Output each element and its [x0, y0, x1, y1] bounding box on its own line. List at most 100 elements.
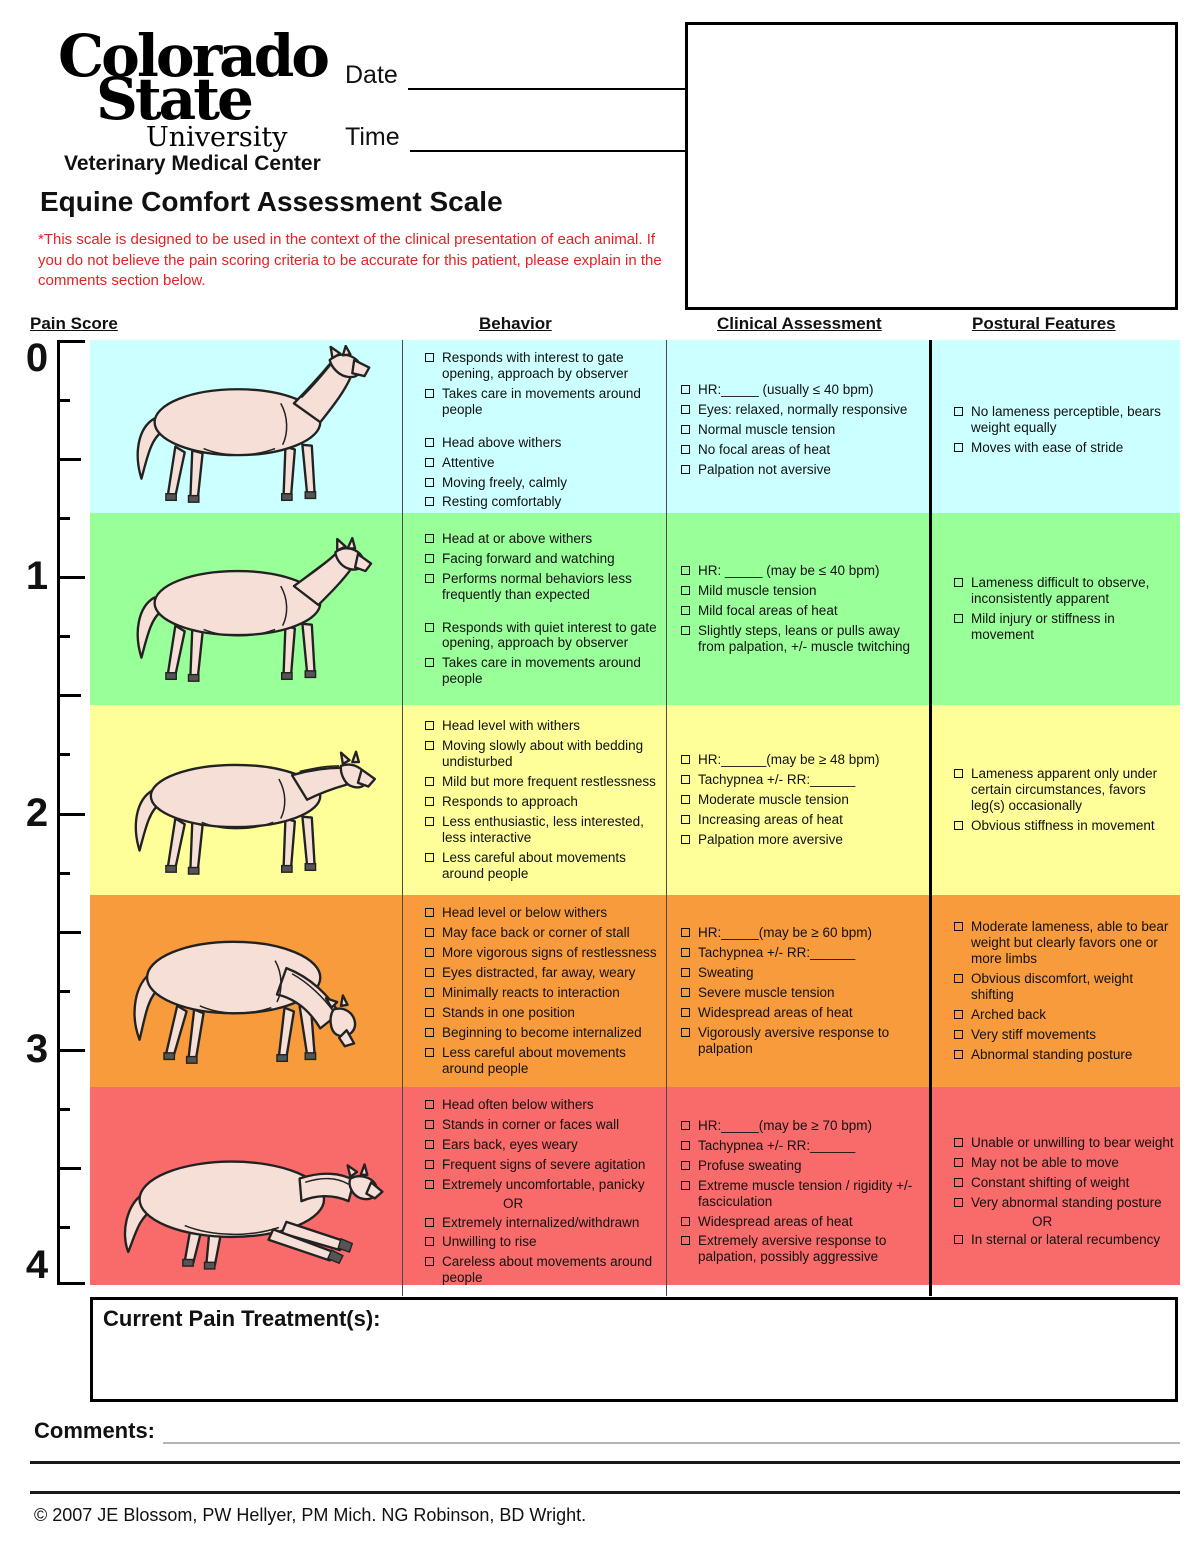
- checkbox-icon[interactable]: [425, 988, 434, 998]
- checklist-item[interactable]: Tachypnea +/- RR:______: [681, 945, 927, 961]
- checklist-item[interactable]: In sternal or lateral recumbency: [954, 1232, 1176, 1248]
- checkbox-icon[interactable]: [425, 816, 434, 826]
- checkbox-icon[interactable]: [425, 1257, 434, 1267]
- checklist-item[interactable]: Responds to approach: [425, 794, 662, 810]
- checklist-item[interactable]: Constant shifting of weight: [954, 1175, 1176, 1191]
- checklist-item[interactable]: Responds with interest to gate opening, …: [425, 350, 662, 382]
- checklist-item[interactable]: Very abnormal standing posture: [954, 1195, 1176, 1211]
- checklist-item[interactable]: Unable or unwilling to bear weight: [954, 1135, 1176, 1151]
- checklist-item[interactable]: Lameness difficult to observe, inconsist…: [954, 575, 1176, 607]
- checklist-item[interactable]: Moderate lameness, able to bear weight b…: [954, 919, 1176, 967]
- checklist-item[interactable]: Careless about movements around people: [425, 1254, 662, 1286]
- checkbox-icon[interactable]: [425, 1119, 434, 1129]
- checkbox-icon[interactable]: [954, 1137, 963, 1147]
- checkbox-icon[interactable]: [681, 928, 690, 938]
- checklist-item[interactable]: HR:______(may be ≥ 48 bpm): [681, 752, 927, 768]
- time-input-line[interactable]: [409, 122, 710, 152]
- current-pain-treatments-box[interactable]: Current Pain Treatment(s):: [90, 1297, 1178, 1402]
- checklist-item[interactable]: Obvious stiffness in movement: [954, 818, 1176, 834]
- checkbox-icon[interactable]: [425, 721, 434, 731]
- checklist-item[interactable]: Less enthusiastic, less interested, less…: [425, 814, 662, 846]
- checkbox-icon[interactable]: [954, 1029, 963, 1039]
- checkbox-icon[interactable]: [425, 477, 434, 487]
- checklist-item[interactable]: Unwilling to rise: [425, 1234, 662, 1250]
- checklist-item[interactable]: Attentive: [425, 455, 662, 471]
- checklist-item[interactable]: Arched back: [954, 1007, 1176, 1023]
- checklist-item[interactable]: Palpation more aversive: [681, 832, 927, 848]
- checklist-item[interactable]: Extremely internalized/withdrawn: [425, 1215, 662, 1231]
- checkbox-icon[interactable]: [425, 1007, 434, 1017]
- checkbox-icon[interactable]: [425, 928, 434, 938]
- checklist-item[interactable]: HR:_____ (usually ≤ 40 bpm): [681, 382, 927, 398]
- checkbox-icon[interactable]: [425, 457, 434, 467]
- checklist-item[interactable]: Increasing areas of heat: [681, 812, 927, 828]
- checkbox-icon[interactable]: [681, 385, 690, 395]
- checklist-item[interactable]: Very stiff movements: [954, 1027, 1176, 1043]
- checklist-item[interactable]: Extreme muscle tension / rigidity +/- fa…: [681, 1178, 927, 1210]
- checkbox-icon[interactable]: [425, 1047, 434, 1057]
- checklist-item[interactable]: Vigorously aversive response to palpatio…: [681, 1025, 927, 1057]
- checklist-item[interactable]: Minimally reacts to interaction: [425, 985, 662, 1001]
- checkbox-icon[interactable]: [425, 1027, 434, 1037]
- checkbox-icon[interactable]: [954, 1177, 963, 1187]
- checkbox-icon[interactable]: [681, 1236, 690, 1246]
- checkbox-icon[interactable]: [681, 795, 690, 805]
- checklist-item[interactable]: Sweating: [681, 965, 927, 981]
- checkbox-icon[interactable]: [425, 908, 434, 918]
- checkbox-icon[interactable]: [681, 1140, 690, 1150]
- checklist-item[interactable]: Head level or below withers: [425, 905, 662, 921]
- checklist-item[interactable]: Stands in corner or faces wall: [425, 1117, 662, 1133]
- checkbox-icon[interactable]: [425, 797, 434, 807]
- checkbox-icon[interactable]: [425, 437, 434, 447]
- checkbox-icon[interactable]: [954, 769, 963, 779]
- checkbox-icon[interactable]: [425, 533, 434, 543]
- checkbox-icon[interactable]: [681, 755, 690, 765]
- checkbox-icon[interactable]: [425, 553, 434, 563]
- comments-input-line[interactable]: [163, 1418, 1180, 1444]
- checklist-item[interactable]: More vigorous signs of restlessness: [425, 945, 662, 961]
- checkbox-icon[interactable]: [954, 1235, 963, 1245]
- checkbox-icon[interactable]: [681, 445, 690, 455]
- checkbox-icon[interactable]: [425, 658, 434, 668]
- date-input-line[interactable]: [407, 60, 708, 90]
- checkbox-icon[interactable]: [425, 622, 434, 632]
- checkbox-icon[interactable]: [681, 834, 690, 844]
- checklist-item[interactable]: May not be able to move: [954, 1155, 1176, 1171]
- checkbox-icon[interactable]: [681, 425, 690, 435]
- checkbox-icon[interactable]: [681, 968, 690, 978]
- checkbox-icon[interactable]: [425, 1237, 434, 1247]
- checklist-item[interactable]: Less careful about movements around peop…: [425, 1045, 662, 1077]
- checkbox-icon[interactable]: [954, 1049, 963, 1059]
- checklist-item[interactable]: Lameness apparent only under certain cir…: [954, 766, 1176, 814]
- checklist-item[interactable]: Extremely uncomfortable, panicky: [425, 1177, 662, 1193]
- checkbox-icon[interactable]: [954, 922, 963, 932]
- checklist-item[interactable]: Eyes distracted, far away, weary: [425, 965, 662, 981]
- checkbox-icon[interactable]: [681, 948, 690, 958]
- checklist-item[interactable]: Widespread areas of heat: [681, 1214, 927, 1230]
- checklist-item[interactable]: Mild muscle tension: [681, 583, 927, 599]
- checkbox-icon[interactable]: [681, 1027, 690, 1037]
- checkbox-icon[interactable]: [681, 625, 690, 635]
- checkbox-icon[interactable]: [425, 1217, 434, 1227]
- checkbox-icon[interactable]: [954, 1197, 963, 1207]
- checklist-item[interactable]: Less careful about movements around peop…: [425, 850, 662, 882]
- checklist-item[interactable]: Mild focal areas of heat: [681, 603, 927, 619]
- comments-line-3[interactable]: [30, 1491, 1180, 1494]
- checkbox-icon[interactable]: [954, 1009, 963, 1019]
- checkbox-icon[interactable]: [954, 578, 963, 588]
- checklist-item[interactable]: Slightly steps, leans or pulls away from…: [681, 623, 927, 655]
- checkbox-icon[interactable]: [954, 407, 963, 417]
- patient-label-box[interactable]: [685, 22, 1178, 310]
- checkbox-icon[interactable]: [425, 497, 434, 507]
- checklist-item[interactable]: Stands in one position: [425, 1005, 662, 1021]
- comments-line-2[interactable]: [30, 1461, 1180, 1464]
- checkbox-icon[interactable]: [681, 1120, 690, 1130]
- checklist-item[interactable]: Moves with ease of stride: [954, 440, 1176, 456]
- checkbox-icon[interactable]: [681, 606, 690, 616]
- checkbox-icon[interactable]: [681, 1180, 690, 1190]
- checklist-item[interactable]: Resting comfortably: [425, 494, 662, 510]
- checklist-item[interactable]: Frequent signs of severe agitation: [425, 1157, 662, 1173]
- checkbox-icon[interactable]: [681, 1216, 690, 1226]
- checkbox-icon[interactable]: [681, 405, 690, 415]
- checkbox-icon[interactable]: [954, 443, 963, 453]
